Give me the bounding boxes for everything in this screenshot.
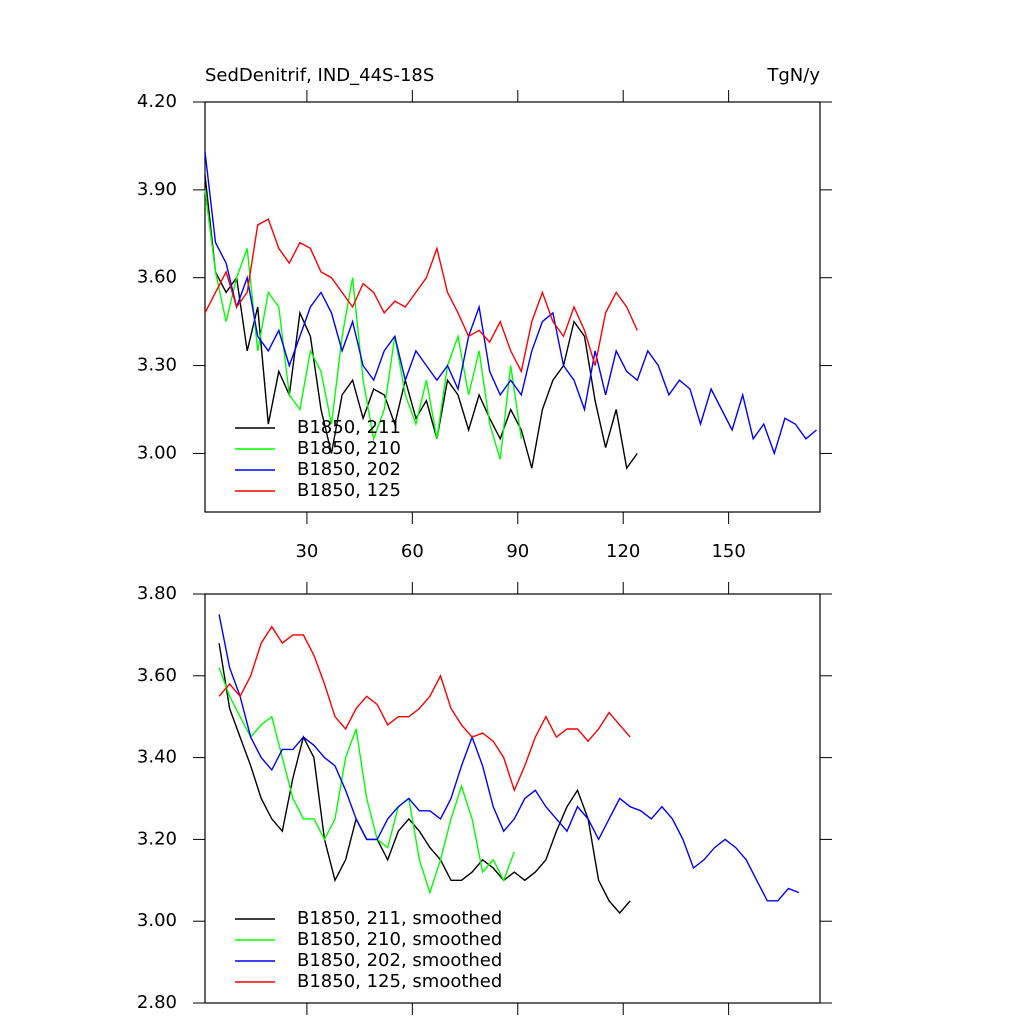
y-tick-label: 3.00 (137, 442, 177, 463)
legend-label: B1850, 210, smoothed (297, 929, 502, 950)
x-tick-label: 60 (401, 541, 424, 562)
x-tick-label: 90 (506, 541, 529, 562)
plot-frame (204, 101, 821, 513)
y-tick-label: 3.30 (137, 355, 177, 376)
y-tick-label: 3.00 (137, 910, 177, 931)
legend-label: B1850, 202, smoothed (297, 950, 502, 971)
series-line (218, 614, 800, 902)
series-line (204, 189, 522, 460)
series-line (204, 218, 638, 374)
x-tick-label: 150 (711, 541, 745, 562)
y-tick-label: 3.40 (137, 747, 177, 768)
legend-label: B1850, 211, smoothed (297, 908, 502, 929)
y-tick-label: 2.80 (137, 992, 177, 1013)
y-tick-label: 3.60 (137, 267, 177, 288)
series-line (218, 625, 631, 793)
legend-label: B1850, 202 (297, 459, 401, 480)
series-line (218, 667, 515, 895)
y-tick-label: 3.20 (137, 828, 177, 849)
units-label: TgN/y (766, 65, 820, 86)
legend-label: B1850, 210 (297, 438, 401, 459)
legend-label: B1850, 211 (297, 417, 401, 438)
series-line (204, 151, 817, 456)
plot-frame (204, 593, 821, 1004)
series-line (204, 175, 638, 470)
x-tick-label: 30 (295, 541, 318, 562)
y-tick-label: 4.20 (137, 91, 177, 112)
y-tick-label: 3.60 (137, 665, 177, 686)
legend-label: B1850, 125 (297, 480, 401, 501)
chart-title: SedDenitrif, IND_44S-18S (205, 65, 434, 86)
series-line (218, 642, 631, 915)
y-tick-label: 3.80 (137, 583, 177, 604)
y-tick-label: 3.90 (137, 179, 177, 200)
legend-label: B1850, 125, smoothed (297, 971, 502, 992)
x-tick-label: 120 (606, 541, 640, 562)
